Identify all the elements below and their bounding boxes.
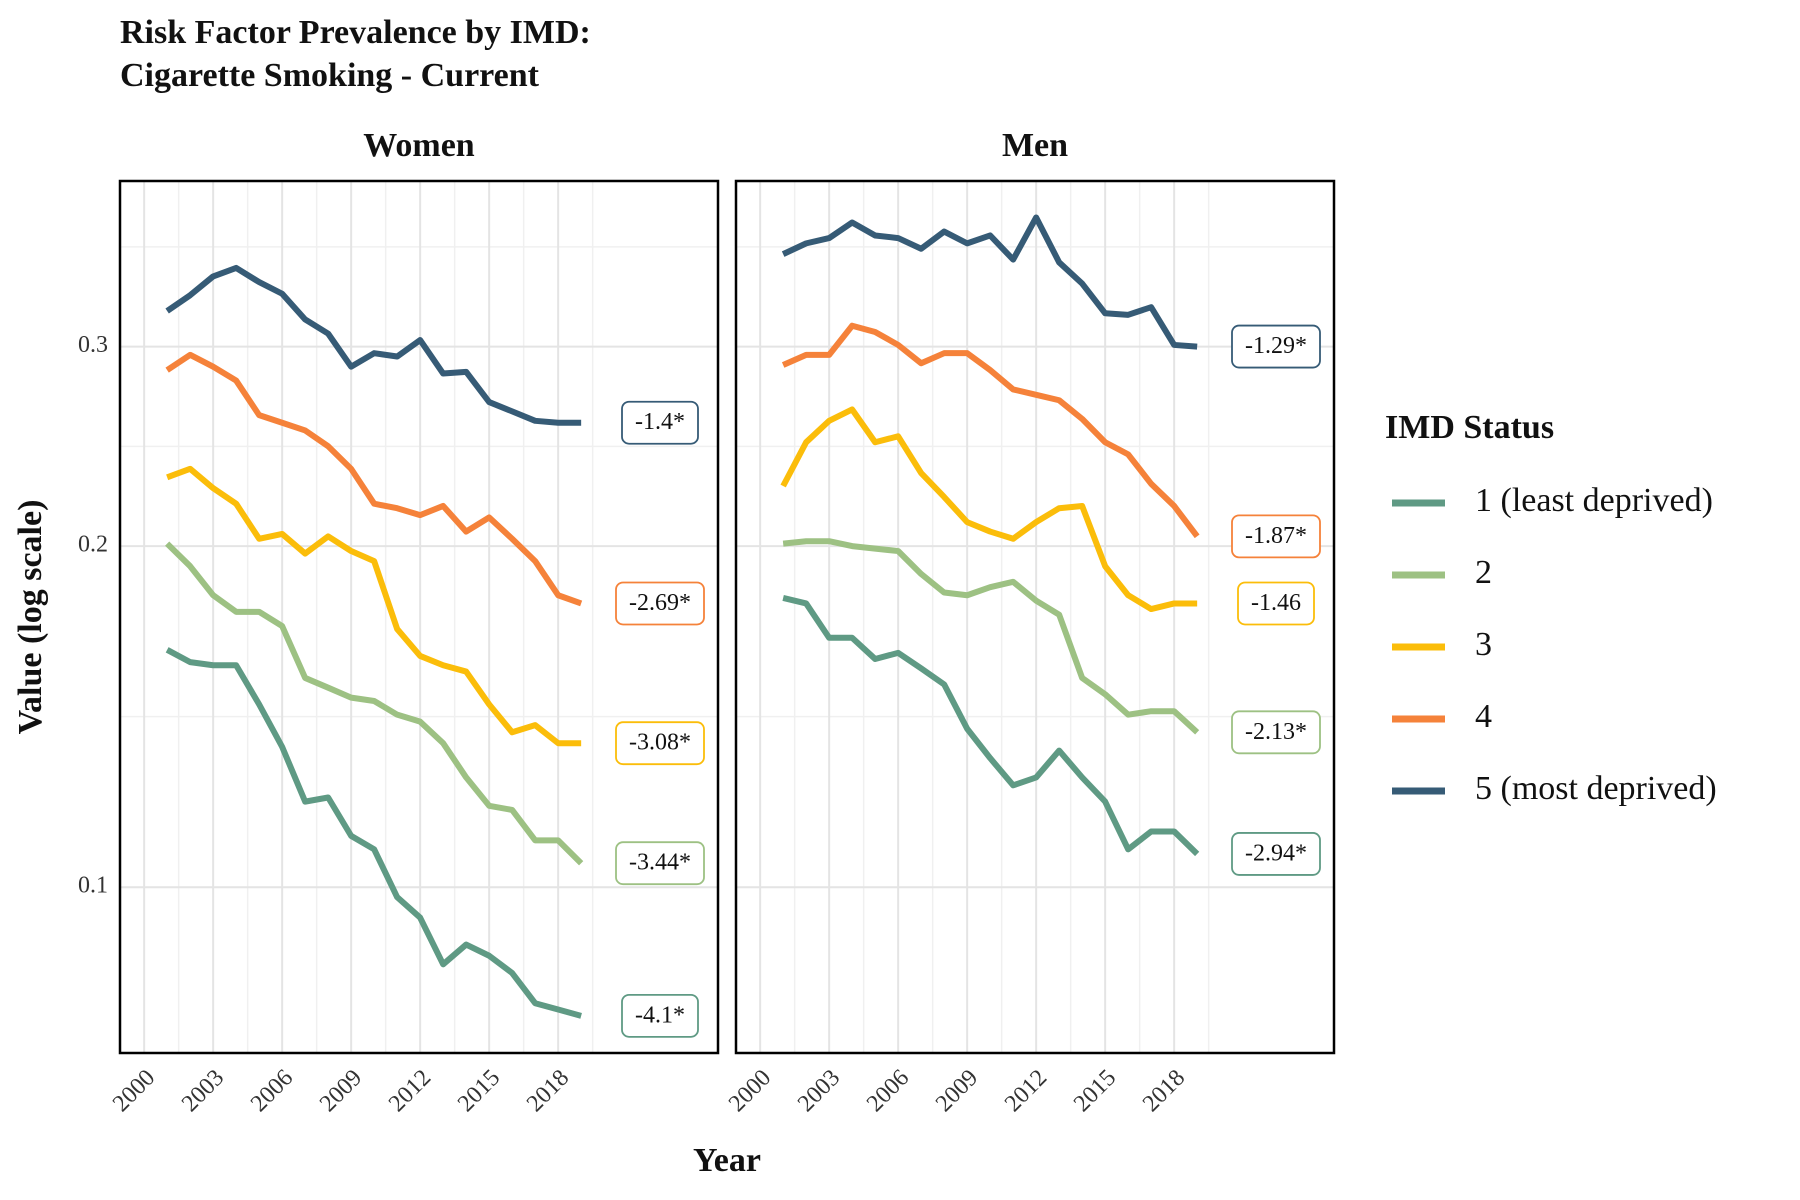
annotation-box — [615, 581, 705, 626]
annotation-label: -3.08* — [629, 730, 691, 756]
annotation: -1.87* — [1231, 514, 1321, 559]
x-tick-label: 2009 — [315, 1065, 367, 1117]
y-tick-label: 0.2 — [78, 532, 108, 558]
annotation: -4.1* — [621, 993, 699, 1038]
annotation-label: -2.69* — [629, 590, 691, 616]
annotation-box — [1237, 581, 1315, 626]
annotation-box — [1231, 710, 1321, 755]
chart-title: Risk Factor Prevalence by IMD: — [120, 14, 591, 51]
series-line — [165, 541, 584, 866]
y-axis-label: Value (log scale) — [12, 500, 49, 735]
x-tick-label: 2000 — [108, 1065, 160, 1117]
panel-title: Men — [1002, 127, 1068, 164]
series-line — [165, 351, 583, 607]
y-tick-label: 0.3 — [78, 332, 108, 358]
x-tick-label: 2012 — [1000, 1065, 1052, 1117]
series-line — [166, 465, 582, 747]
series-line — [782, 538, 1200, 735]
x-tick-label: 2009 — [931, 1065, 983, 1117]
annotation: -3.08* — [615, 721, 705, 766]
annotation-label: -1.87* — [1245, 523, 1307, 549]
x-tick-label: 2012 — [384, 1065, 436, 1117]
legend-label: 2 — [1475, 554, 1492, 591]
panel-title: Women — [363, 127, 475, 164]
annotation-label: -2.94* — [1245, 840, 1307, 866]
x-tick-label: 2018 — [1138, 1065, 1190, 1117]
annotation-label: -2.13* — [1245, 719, 1307, 745]
series-line — [781, 322, 1200, 539]
annotation-box — [615, 721, 705, 766]
series-line — [165, 647, 582, 1019]
legend-label: 5 (most deprived) — [1475, 770, 1717, 807]
annotation-label: -3.44* — [629, 850, 691, 876]
x-tick-label: 2003 — [177, 1065, 229, 1117]
x-tick-label: 2003 — [793, 1065, 845, 1117]
chart-title: Cigarette Smoking - Current — [120, 57, 540, 94]
annotation-box — [1231, 514, 1321, 559]
x-axis-label: Year — [693, 1142, 761, 1179]
y-tick-label: 0.1 — [78, 873, 108, 899]
annotation: -2.13* — [1231, 710, 1321, 755]
annotation-box — [1231, 832, 1321, 876]
annotation: -1.46 — [1237, 581, 1315, 626]
x-tick-label: 2018 — [522, 1065, 574, 1117]
annotation-label: -1.4* — [635, 409, 685, 435]
x-tick-label: 2015 — [453, 1065, 505, 1117]
series-line — [781, 214, 1198, 350]
x-tick-label: 2006 — [862, 1065, 914, 1117]
annotation-label: -1.29* — [1245, 333, 1307, 359]
panel-border — [734, 179, 1336, 1055]
annotation: -1.29* — [1231, 324, 1321, 369]
series-line — [782, 595, 1200, 857]
annotation: -3.44* — [615, 841, 705, 886]
annotation: -2.69* — [615, 581, 705, 626]
annotation-box — [621, 993, 699, 1038]
legend-label: 3 — [1475, 626, 1492, 663]
legend-label: 1 (least deprived) — [1475, 482, 1713, 519]
x-tick-label: 2000 — [724, 1065, 776, 1117]
annotation-box — [1231, 324, 1321, 369]
annotation-label: -4.1* — [635, 1002, 685, 1028]
annotation: -1.4* — [621, 400, 699, 445]
legend-label: 4 — [1475, 698, 1492, 735]
annotation-box — [615, 841, 705, 886]
annotation: -2.94* — [1231, 832, 1321, 876]
annotation-label: -1.46 — [1251, 590, 1301, 616]
panel-border — [118, 179, 720, 1055]
series-line — [165, 264, 582, 426]
annotation-box — [621, 400, 699, 445]
legend-title: IMD Status — [1385, 409, 1554, 446]
x-tick-label: 2015 — [1069, 1065, 1121, 1117]
series-line — [780, 406, 1198, 613]
x-tick-label: 2006 — [246, 1065, 298, 1117]
